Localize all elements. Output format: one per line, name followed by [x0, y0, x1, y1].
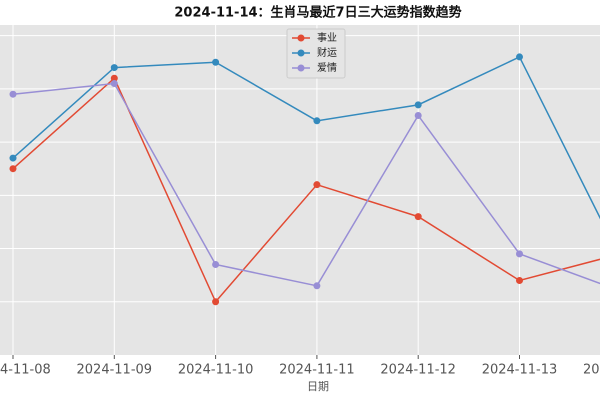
x-tick-label: 2024-11-12 [380, 363, 456, 378]
legend-label: 财运 [317, 46, 337, 59]
data-point [9, 90, 17, 98]
data-point [313, 117, 321, 125]
x-tick-label: 2024-11-13 [482, 363, 558, 378]
x-axis-label: 日期 [307, 380, 329, 393]
data-point [414, 101, 422, 109]
data-point [212, 58, 220, 66]
data-point [516, 53, 523, 61]
x-tick-label: 2024-11-08 [0, 363, 51, 378]
data-point [212, 298, 220, 306]
data-point [414, 111, 422, 119]
legend-marker [297, 64, 305, 72]
legend-label: 事业 [317, 31, 337, 44]
plot-area: 2024-11-08 2024-11-09 2024-11-10 2024-11-11… [0, 25, 600, 378]
data-point [110, 74, 118, 82]
x-tick-label: 2024-11-10 [178, 363, 254, 378]
chart-title: 2024-11-14：生肖马最近7日三大运势指数趋势 [174, 5, 461, 21]
x-tick-label: 2024-11-14 [583, 363, 600, 378]
x-tick-label: 2024-11-09 [77, 363, 153, 378]
data-point [9, 165, 17, 173]
legend-marker [297, 49, 305, 57]
data-point [414, 213, 422, 221]
data-point [516, 276, 523, 284]
legend-marker [297, 34, 305, 42]
data-point [313, 282, 321, 290]
data-point [516, 250, 523, 258]
data-point [110, 64, 118, 72]
data-point [9, 154, 17, 162]
data-point [313, 181, 321, 189]
data-point [110, 80, 118, 88]
x-tick-label: 2024-11-11 [279, 363, 355, 378]
data-point [212, 261, 220, 269]
legend-label: 爱情 [317, 61, 337, 74]
